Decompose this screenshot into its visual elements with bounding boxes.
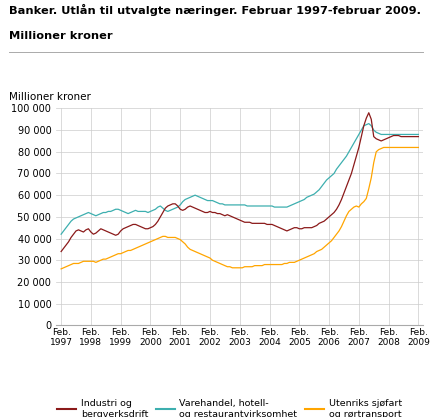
Text: Banker. Utlån til utvalgte næringer. Februar 1997-februar 2009.: Banker. Utlån til utvalgte næringer. Feb… <box>9 4 421 16</box>
Text: Millioner kroner: Millioner kroner <box>9 31 112 41</box>
Legend: Industri og
bergverksdrift, Varehandel, hotell-
og restaurantvirksomhet, Utenrik: Industri og bergverksdrift, Varehandel, … <box>57 399 402 417</box>
Text: Millioner kroner: Millioner kroner <box>9 92 91 102</box>
